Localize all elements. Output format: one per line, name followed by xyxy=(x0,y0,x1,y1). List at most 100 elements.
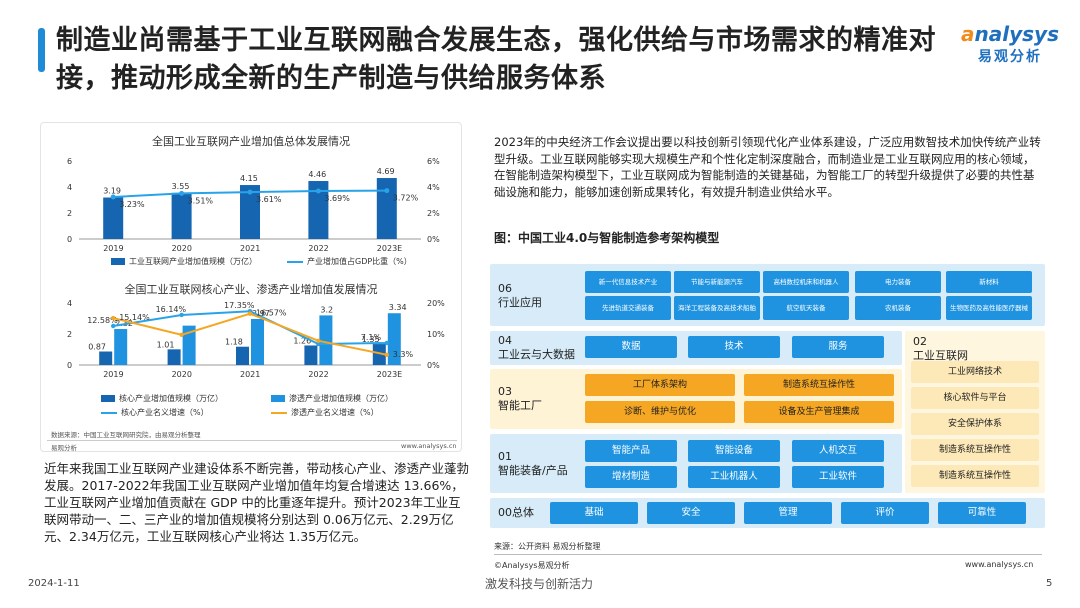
core-bar-label: 1.26 xyxy=(293,336,311,345)
legend-pen-label: 渗透产业增加值规模（万亿） xyxy=(289,394,393,403)
core-bar-label: 1.01 xyxy=(157,340,175,349)
chart-footer-right: www.analysys.cn xyxy=(401,442,457,450)
pen-growth-point xyxy=(384,352,389,357)
core-growth-point xyxy=(384,340,389,346)
bar xyxy=(171,192,192,239)
y-right-tick: 4% xyxy=(427,183,440,192)
y-right-tick: 0% xyxy=(427,361,440,370)
factory-box: 诊断、维护与优化 xyxy=(585,401,735,423)
logo-text-cn: 易观分析 xyxy=(978,49,1042,65)
legend-core-label: 核心产业增加值规模（万亿） xyxy=(119,394,223,403)
overall-box: 管理 xyxy=(744,502,832,524)
bar-label: 4.69 xyxy=(377,167,395,176)
legend-bar-swatch xyxy=(111,258,125,265)
chart1-legend: 工业互联网产业增加值规模（万亿） 产业增加值占GDP比重（%） xyxy=(111,256,412,267)
legend-bar-label: 工业互联网产业增加值规模（万亿） xyxy=(129,257,257,266)
chart1-title: 全国工业互联网产业增加值总体发展情况 xyxy=(152,135,350,148)
bar xyxy=(103,197,124,239)
x-tick: 2022 xyxy=(308,370,328,379)
y-left-tick: 4 xyxy=(67,299,72,308)
architecture-diagram: 06 行业应用 04 工业云与大数据 03 智能工厂 01 智能装备/产品 00… xyxy=(490,256,1045,540)
bar xyxy=(376,178,397,239)
industry-app-box: 高档数控机床和机器人 xyxy=(763,271,849,293)
row-06-label: 06 行业应用 xyxy=(498,282,542,309)
industry-app-box: 航空航天装备 xyxy=(763,296,849,320)
pen-growth-label: 3.3% xyxy=(393,350,414,359)
equipment-box: 增材制造 xyxy=(585,466,677,488)
factory-box: 设备及生产管理集成 xyxy=(744,401,894,423)
diagram-title: 图：中国工业4.0与智能制造参考架构模型 xyxy=(494,231,720,245)
core-bar xyxy=(304,345,318,365)
bar xyxy=(240,185,260,239)
gdp-share-point xyxy=(247,189,253,195)
gdp-share-label: 3.23% xyxy=(119,200,145,209)
y-left-tick: 6 xyxy=(67,157,72,166)
x-tick: 2023E xyxy=(377,244,402,253)
industrial-internet-box: 制造系统互操作性 xyxy=(911,465,1039,487)
footer-divider xyxy=(494,554,1042,555)
cloud-data-box: 数据 xyxy=(585,336,677,358)
col-02-label: 02 工业互联网 xyxy=(913,335,968,362)
core-growth-point xyxy=(111,323,116,329)
industry-app-box: 节能与新能源汽车 xyxy=(674,271,760,293)
x-tick: 2021 xyxy=(240,244,260,253)
chart2-title: 全国工业互联网核心产业、渗透产业增加值发展情况 xyxy=(124,283,378,296)
cloud-service-box: 服务 xyxy=(792,336,884,358)
cloud-tech-box: 技术 xyxy=(688,336,780,358)
industry-app-box: 电力装备 xyxy=(855,271,941,293)
pen-growth-label: 16.57% xyxy=(256,309,287,318)
equipment-box: 智能设备 xyxy=(688,440,780,462)
x-tick: 2021 xyxy=(240,370,260,379)
pen-bar xyxy=(387,313,401,365)
core-growth-point xyxy=(179,312,184,318)
core-bar xyxy=(167,349,181,365)
right-body-text: 2023年的中央经济工作会议提出要以科技创新引领现代化产业体系建设，广泛应用数智… xyxy=(494,135,1041,199)
chart-footer-left: 易观分析 xyxy=(51,444,77,452)
chart2-legend: 核心产业增加值规模（万亿） 渗透产业增加值规模（万亿） 核心产业名义增速（%） … xyxy=(101,393,441,418)
footer-url: www.analysys.cn xyxy=(965,560,1034,569)
x-tick: 2020 xyxy=(172,370,192,379)
pen-bar-label: 2.97 xyxy=(252,309,270,318)
industrial-internet-box: 核心软件与平台 xyxy=(911,387,1039,409)
industry-app-box: 农机装备 xyxy=(855,296,941,320)
core-growth-label: 17.35% xyxy=(224,301,255,310)
x-tick: 2019 xyxy=(103,370,123,379)
y-left-tick: 0 xyxy=(67,361,72,370)
pen-bar-label: 3.2 xyxy=(320,305,333,314)
row-04-label: 04 工业云与大数据 xyxy=(498,334,575,361)
pen-growth-label: 15.14% xyxy=(119,313,150,322)
y-left-tick: 2 xyxy=(67,330,72,339)
industry-app-box: 海洋工程装备及高技术船舶 xyxy=(674,296,760,320)
pen-growth-point xyxy=(111,315,116,321)
core-growth-point xyxy=(316,341,321,347)
page-slogan: 激发科技与创新活力 xyxy=(485,577,594,591)
gdp-share-label: 3.51% xyxy=(188,196,214,205)
left-body-text: 近年来我国工业互联网产业建设体系不断完善，带动核心产业、渗透产业蓬勃发展。201… xyxy=(44,461,470,544)
diagram-source: 来源：公开资料 易观分析整理 xyxy=(494,542,601,551)
industry-app-box: 先进轨道交通装备 xyxy=(585,296,671,320)
title-accent-bar xyxy=(38,28,45,72)
overall-box: 评价 xyxy=(841,502,929,524)
row-01-label: 01 智能装备/产品 xyxy=(498,450,568,477)
y-right-tick: 2% xyxy=(427,209,440,218)
core-growth-label: 16.14% xyxy=(156,305,187,314)
core-bar xyxy=(236,346,249,365)
bar-label: 4.46 xyxy=(308,170,326,179)
chart2-svg: 0240%10%20%0.872.3220191.0120201.182.972… xyxy=(67,299,445,379)
x-tick: 2023E xyxy=(377,370,402,379)
x-tick: 2020 xyxy=(172,244,192,253)
core-bar xyxy=(99,351,113,365)
y-right-tick: 10% xyxy=(427,330,445,339)
page-title: 制造业尚需基于工业互联网融合发展生态，强化供给与市场需求的精准对接，推动形成全新… xyxy=(56,25,936,94)
legend-pen-swatch xyxy=(271,395,285,402)
industrial-internet-box: 安全保护体系 xyxy=(911,413,1039,435)
x-tick: 2019 xyxy=(103,244,123,253)
pen-growth-point xyxy=(179,332,184,338)
industry-app-box: 新材料 xyxy=(946,271,1032,293)
y-left-tick: 0 xyxy=(67,235,72,244)
legend-core-swatch xyxy=(101,395,115,402)
bar xyxy=(308,181,329,239)
industrial-internet-box: 工业网络技术 xyxy=(911,361,1039,383)
bar-label: 3.19 xyxy=(103,187,121,196)
industrial-internet-box: 制造系统互操作性 xyxy=(911,439,1039,461)
